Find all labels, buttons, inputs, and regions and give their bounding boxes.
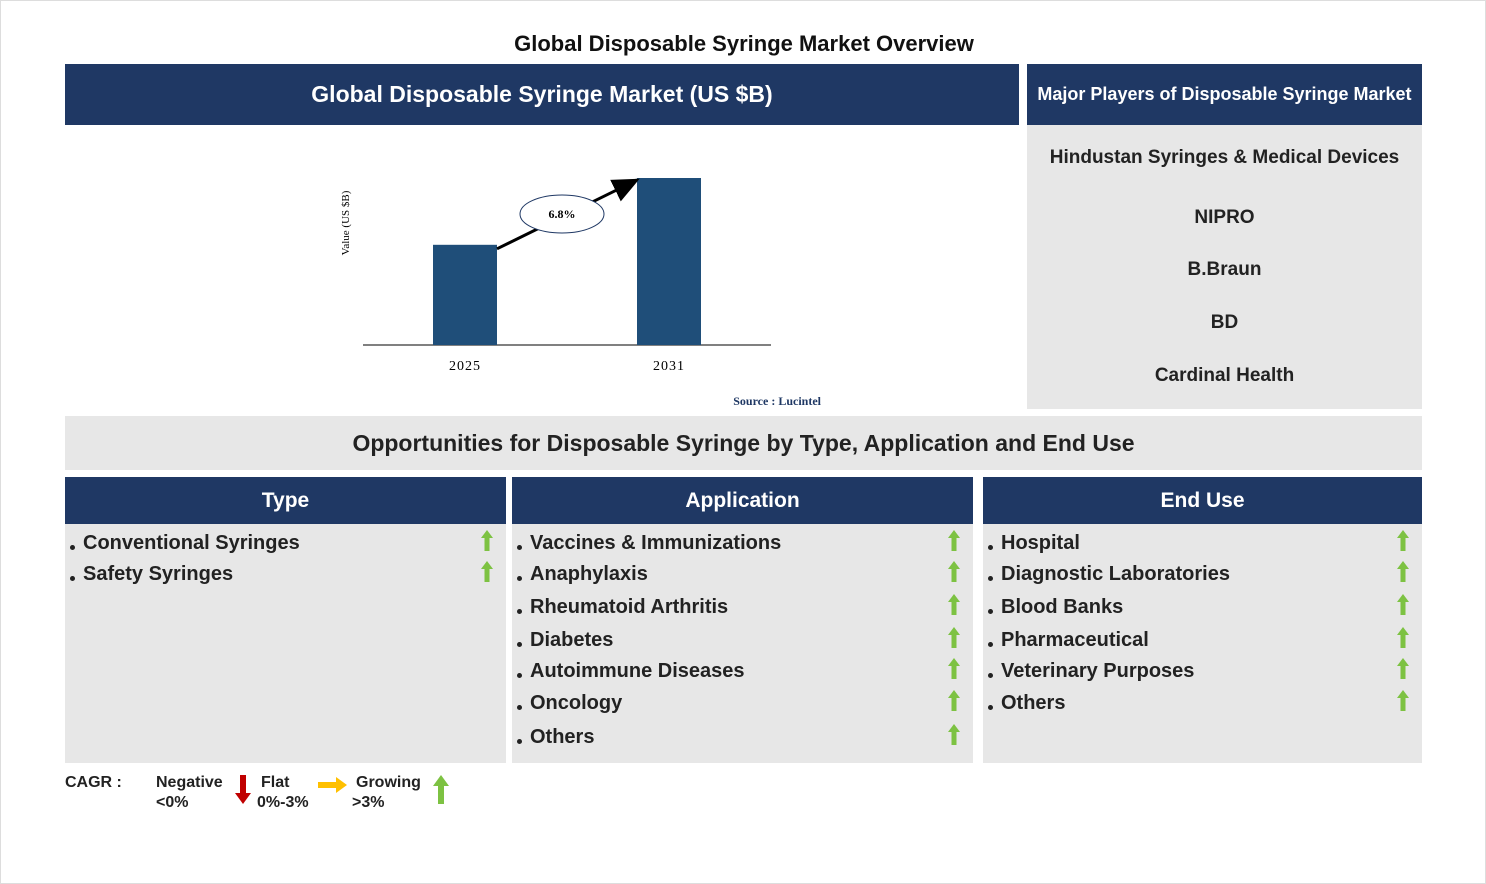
growth-arrow-icon — [948, 594, 960, 615]
legend-flat: Flat — [261, 774, 290, 791]
growing-arrow — [433, 775, 449, 804]
arrow-shape — [1397, 530, 1409, 551]
bullet — [988, 609, 993, 614]
growth-arrow-icon — [1397, 561, 1409, 582]
arrow-shape — [1397, 658, 1409, 679]
players-panel: Hindustan Syringes & Medical Devices NIPR… — [1027, 125, 1422, 409]
growth-arrow-icon — [1397, 690, 1409, 711]
player-name: Cardinal Health — [1154, 365, 1295, 386]
list-item: Oncology — [530, 692, 623, 714]
legend-growing: Growing — [356, 774, 421, 791]
player-name: BD — [1210, 312, 1239, 333]
arrow-shape — [1397, 690, 1409, 711]
legend-flat-range: 0%-3% — [257, 794, 309, 811]
bullet — [517, 739, 522, 744]
list-item: Diabetes — [530, 629, 614, 651]
growth-arrow-icon — [948, 724, 960, 745]
arrow-shape — [481, 561, 493, 582]
player-name: Hindustan Syringes & Medical Devices — [1049, 147, 1400, 168]
arrow-shape — [948, 594, 960, 615]
bullet — [988, 673, 993, 678]
opportunities-title: Opportunities for Disposable Syringe by … — [65, 416, 1422, 470]
bullet — [517, 545, 522, 550]
legend-negative: Negative — [156, 774, 223, 791]
arrow-shape — [948, 724, 960, 745]
growth-arrow-icon — [948, 690, 960, 711]
bullet — [517, 642, 522, 647]
list-item: Others — [1001, 692, 1066, 714]
player-name: B.Braun — [1187, 259, 1262, 280]
chart: Value (US $B) Source : Lucintel 2025 2031… — [340, 178, 822, 408]
bullet — [988, 705, 993, 710]
arrow-shape — [948, 658, 960, 679]
legend-growing-range: >3% — [352, 794, 385, 811]
players-header: Major Players of Disposable Syringe Mark… — [1027, 64, 1422, 125]
bar — [637, 178, 701, 345]
bullet — [517, 705, 522, 710]
page-title: Global Disposable Syringe Market Overvie… — [514, 31, 974, 56]
growth-arrow-icon — [1397, 627, 1409, 648]
list-item: Pharmaceutical — [1001, 629, 1149, 651]
list-item: Rheumatoid Arthritis — [530, 596, 729, 618]
bullet — [988, 545, 993, 550]
arrow-shape — [1397, 594, 1409, 615]
bullet — [988, 576, 993, 581]
bullet — [70, 576, 75, 581]
arrow-shape — [948, 530, 960, 551]
column-header: Type — [65, 477, 506, 524]
x-tick-label: 2031 — [653, 359, 685, 374]
list-item: Veterinary Purposes — [1001, 660, 1195, 682]
list-item: Safety Syringes — [83, 563, 234, 585]
bullet — [517, 673, 522, 678]
growth-arrow-icon — [481, 530, 493, 551]
annotation: 6.8% — [549, 207, 576, 221]
bar — [433, 244, 497, 345]
arrow-shape — [948, 690, 960, 711]
arrow-shape — [1397, 627, 1409, 648]
legend-label: CAGR : — [65, 774, 122, 791]
bullet — [517, 576, 522, 581]
growth-arrow-icon — [1397, 594, 1409, 615]
list-item: Vaccines & Immunizations — [530, 532, 782, 554]
column-header: Application — [512, 477, 973, 524]
arrow-shape — [948, 561, 960, 582]
column-body: Vaccines & Immunizations Anaphylaxis Rheum… — [512, 524, 973, 763]
player-name: NIPRO — [1194, 207, 1255, 228]
annotation-bubble — [519, 194, 605, 234]
arrow-shape — [948, 627, 960, 648]
legend-negative-range: <0% — [156, 794, 189, 811]
growth-arrow-icon — [948, 627, 960, 648]
list-item: Others — [530, 726, 595, 748]
list-item: Blood Banks — [1001, 596, 1124, 618]
x-tick-label: 2025 — [449, 359, 481, 374]
flat-arrow — [318, 777, 347, 793]
column-header: End Use — [983, 477, 1422, 524]
bullet — [70, 545, 75, 550]
list-item: Hospital — [1001, 532, 1080, 554]
bullet — [517, 609, 522, 614]
growth-arrow-icon — [948, 530, 960, 551]
arrow-shape — [481, 530, 493, 551]
growth-arrow-icon — [481, 561, 493, 582]
market-header: Global Disposable Syringe Market (US $B) — [65, 64, 1019, 125]
list-item: Diagnostic Laboratories — [1001, 563, 1230, 585]
growth-arrow-icon — [948, 561, 960, 582]
negative-arrow — [235, 775, 251, 804]
arrow-shape — [1397, 561, 1409, 582]
list-item: Conventional Syringes — [83, 532, 300, 554]
growth-arrow-icon — [1397, 530, 1409, 551]
players-title: Major Players of Disposable Syringe Mark… — [1037, 84, 1412, 104]
list-item: Autoimmune Diseases — [530, 660, 745, 682]
y-axis-label: Value (US $B) — [340, 190, 352, 255]
source: Source : Lucintel — [733, 394, 821, 408]
list-item: Anaphylaxis — [530, 563, 648, 585]
column-body: Conventional Syringes Safety Syringes — [65, 524, 506, 763]
column-body: Hospital Diagnostic Laboratories Blood Ban… — [983, 524, 1422, 763]
growth-arrow-icon — [948, 658, 960, 679]
growth-arrow-icon — [1397, 658, 1409, 679]
bullet — [988, 642, 993, 647]
